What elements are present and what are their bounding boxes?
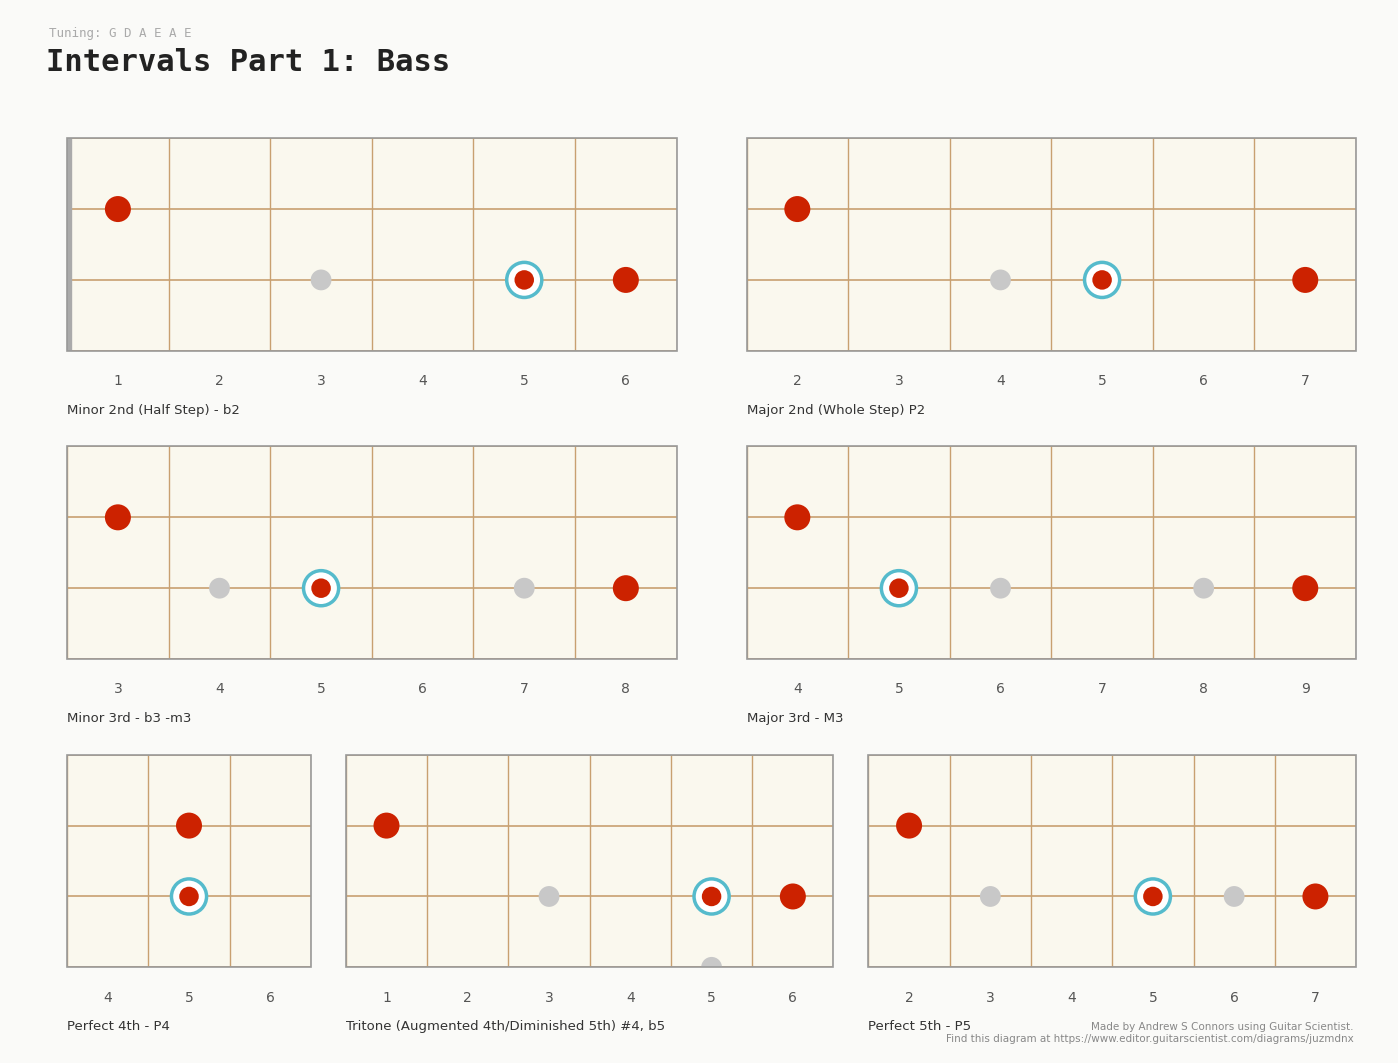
Text: Perfect 4th - P4: Perfect 4th - P4 xyxy=(67,1020,171,1033)
Ellipse shape xyxy=(1092,270,1111,290)
Text: 5: 5 xyxy=(1149,991,1158,1005)
Ellipse shape xyxy=(514,270,534,290)
Text: 4: 4 xyxy=(793,682,801,696)
Text: Intervals Part 1: Bass: Intervals Part 1: Bass xyxy=(46,48,450,77)
Text: 6: 6 xyxy=(621,374,630,388)
Ellipse shape xyxy=(176,812,201,839)
Ellipse shape xyxy=(702,887,721,907)
Text: Minor 3rd - b3 -m3: Minor 3rd - b3 -m3 xyxy=(67,712,192,725)
Text: 3: 3 xyxy=(986,991,995,1005)
Text: 8: 8 xyxy=(621,682,630,696)
Text: 2: 2 xyxy=(463,991,473,1005)
Text: 4: 4 xyxy=(215,682,224,696)
Text: 9: 9 xyxy=(1300,682,1310,696)
Ellipse shape xyxy=(1223,887,1244,907)
Text: Tritone (Augmented 4th/Diminished 5th) #4, b5: Tritone (Augmented 4th/Diminished 5th) #… xyxy=(345,1020,665,1033)
Text: 3: 3 xyxy=(545,991,554,1005)
Text: 7: 7 xyxy=(1311,991,1320,1005)
Ellipse shape xyxy=(303,571,338,606)
Text: Major 2nd (Whole Step) P2: Major 2nd (Whole Step) P2 xyxy=(747,404,925,417)
Ellipse shape xyxy=(1135,879,1170,914)
Text: 4: 4 xyxy=(418,374,426,388)
Text: 4: 4 xyxy=(626,991,635,1005)
Text: Perfect 5th - P5: Perfect 5th - P5 xyxy=(868,1020,972,1033)
Ellipse shape xyxy=(1085,263,1120,298)
Text: 2: 2 xyxy=(215,374,224,388)
Ellipse shape xyxy=(990,578,1011,598)
Text: 3: 3 xyxy=(113,682,122,696)
Text: 6: 6 xyxy=(1230,991,1239,1005)
Ellipse shape xyxy=(980,887,1001,907)
Text: 4: 4 xyxy=(1067,991,1076,1005)
Ellipse shape xyxy=(210,578,229,598)
Ellipse shape xyxy=(784,196,811,222)
Ellipse shape xyxy=(105,196,131,222)
Ellipse shape xyxy=(990,270,1011,290)
Text: 1: 1 xyxy=(382,991,391,1005)
Ellipse shape xyxy=(784,504,811,530)
Ellipse shape xyxy=(889,578,909,598)
Text: 4: 4 xyxy=(103,991,112,1005)
Text: 6: 6 xyxy=(266,991,275,1005)
Ellipse shape xyxy=(896,812,923,839)
Ellipse shape xyxy=(179,887,199,907)
Ellipse shape xyxy=(105,504,131,530)
Text: Minor 2nd (Half Step) - b2: Minor 2nd (Half Step) - b2 xyxy=(67,404,240,417)
Ellipse shape xyxy=(310,270,331,290)
Ellipse shape xyxy=(172,879,207,914)
Ellipse shape xyxy=(780,883,805,910)
Text: Major 3rd - M3: Major 3rd - M3 xyxy=(747,712,843,725)
Text: 8: 8 xyxy=(1199,682,1208,696)
Text: Tuning: G D A E A E: Tuning: G D A E A E xyxy=(49,27,192,39)
Text: 3: 3 xyxy=(317,374,326,388)
Text: 6: 6 xyxy=(418,682,428,696)
Text: 7: 7 xyxy=(520,682,528,696)
Text: 2: 2 xyxy=(793,374,801,388)
Ellipse shape xyxy=(881,571,917,606)
Text: 2: 2 xyxy=(905,991,913,1005)
Text: 6: 6 xyxy=(788,991,797,1005)
Text: 5: 5 xyxy=(185,991,193,1005)
FancyBboxPatch shape xyxy=(27,131,73,358)
Text: 5: 5 xyxy=(520,374,528,388)
Ellipse shape xyxy=(1194,578,1213,598)
Text: 4: 4 xyxy=(997,374,1005,388)
Text: 7: 7 xyxy=(1097,682,1106,696)
Ellipse shape xyxy=(312,578,331,598)
Ellipse shape xyxy=(612,575,639,602)
Text: 1: 1 xyxy=(113,374,123,388)
Ellipse shape xyxy=(538,887,559,907)
Text: 5: 5 xyxy=(895,682,903,696)
Ellipse shape xyxy=(1144,887,1163,907)
Text: 5: 5 xyxy=(317,682,326,696)
Ellipse shape xyxy=(1303,883,1328,910)
Ellipse shape xyxy=(373,812,400,839)
Text: 6: 6 xyxy=(1199,374,1208,388)
Ellipse shape xyxy=(514,578,534,598)
Text: 5: 5 xyxy=(1097,374,1106,388)
Text: 7: 7 xyxy=(1302,374,1310,388)
Text: 5: 5 xyxy=(707,991,716,1005)
Ellipse shape xyxy=(1292,575,1318,602)
Ellipse shape xyxy=(1292,267,1318,293)
Ellipse shape xyxy=(693,879,730,914)
Ellipse shape xyxy=(612,267,639,293)
Ellipse shape xyxy=(506,263,542,298)
Ellipse shape xyxy=(702,957,721,978)
Text: 3: 3 xyxy=(895,374,903,388)
Text: 6: 6 xyxy=(995,682,1005,696)
Bar xyxy=(36,138,67,351)
Text: Made by Andrew S Connors using Guitar Scientist.
Find this diagram at https://ww: Made by Andrew S Connors using Guitar Sc… xyxy=(945,1023,1353,1044)
